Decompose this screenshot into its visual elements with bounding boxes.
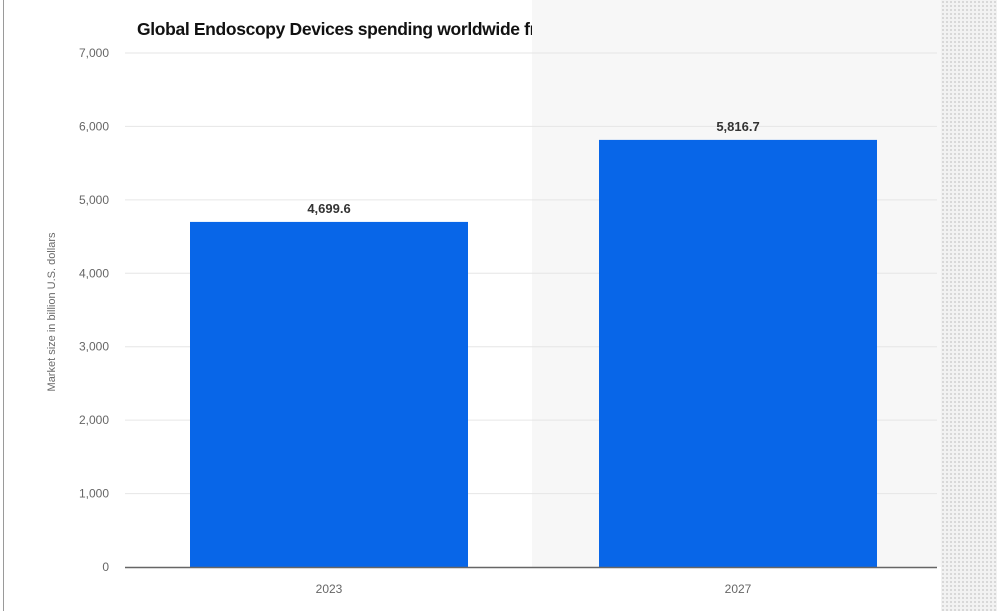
y-tick-labels: 0 1,000 2,000 3,000 4,000 5,000 6,000 7,000 [79, 46, 109, 574]
y-tick-label: 0 [102, 560, 109, 574]
x-tick-labels: 2023 2027 [316, 582, 752, 596]
bar-2027[interactable] [599, 139, 877, 567]
left-border [3, 0, 4, 611]
y-tick-label: 2,000 [79, 413, 109, 427]
data-label-2023: 4,699.6 [307, 201, 350, 216]
bar-chart: 0 1,000 2,000 3,000 4,000 5,000 6,000 7,000 202… [46, 46, 937, 596]
dotted-side-strip [941, 0, 997, 611]
y-tick-label: 3,000 [79, 340, 109, 354]
bars [190, 139, 877, 567]
y-tick-label: 4,000 [79, 266, 109, 280]
x-tick-label: 2027 [725, 582, 752, 596]
y-tick-label: 6,000 [79, 119, 109, 133]
data-labels: 4,699.6 5,816.7 [307, 119, 759, 216]
data-label-2027: 5,816.7 [716, 119, 759, 134]
y-axis-title: Market size in billion U.S. dollars [46, 232, 58, 391]
x-tick-label: 2023 [316, 582, 343, 596]
y-tick-label: 1,000 [79, 487, 109, 501]
y-tick-label: 7,000 [79, 46, 109, 60]
bar-2023[interactable] [190, 221, 468, 567]
y-tick-label: 5,000 [79, 193, 109, 207]
